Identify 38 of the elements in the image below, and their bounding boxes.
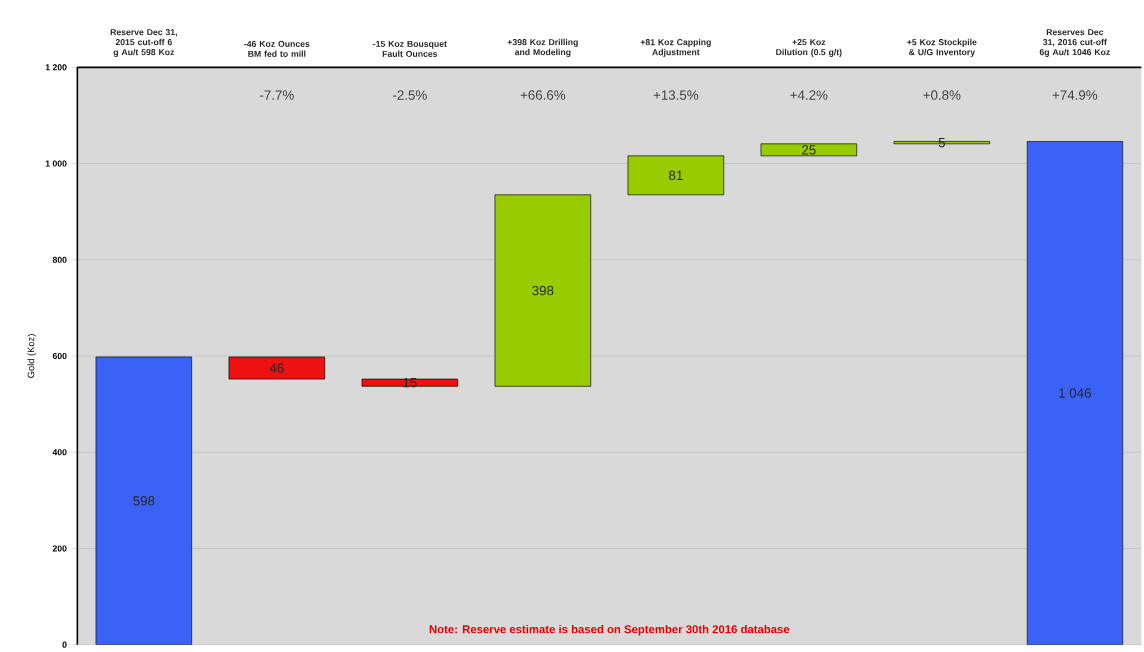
x-tick-label: Reserves Dec 31, 2016 cut-off 6g Au/t 1046 Koz — [1039, 29, 1110, 57]
annotation: +66.6% — [520, 90, 566, 100]
y-tick-label: 400 — [52, 449, 67, 456]
bar — [95, 356, 193, 645]
annotation: +74.9% — [1052, 90, 1098, 100]
x-tick-label: +5 Koz Stockpile & U/G Inventory — [907, 38, 977, 57]
y-tick-label: 600 — [52, 352, 67, 359]
x-tick-label: Reserve Dec 31, 2015 cut-off 6 g Au/t 598 Koz — [110, 28, 177, 57]
y-axis-title: Gold (Koz) — [27, 334, 37, 378]
data-label: 15 — [403, 377, 417, 388]
x-tick-label: -46 Koz Ounces BM fed to mill — [244, 40, 310, 57]
x-tick-label: -15 Koz Bousquet Fault Ounces — [373, 40, 447, 57]
y-tick-label: 200 — [52, 545, 67, 552]
bar — [494, 194, 592, 387]
annotation: +13.5% — [653, 90, 699, 100]
bar — [361, 378, 459, 387]
x-tick-label: +25 Koz Dilution (0.5 g/t) — [776, 38, 842, 57]
data-label: 398 — [532, 285, 554, 296]
data-label: 81 — [669, 170, 683, 180]
y-tick-label: 1 000 — [45, 160, 67, 167]
annotation: +0.8% — [923, 90, 961, 100]
data-label: 5 — [938, 137, 945, 148]
bar — [760, 143, 858, 157]
bar — [228, 356, 326, 380]
annotation: -7.7% — [260, 90, 294, 100]
bar — [627, 155, 725, 196]
x-tick-label: +398 Koz Drilling and Modeling — [507, 38, 578, 57]
x-tick-label: +81 Koz Capping Adjustment — [640, 38, 711, 57]
data-label: 25 — [802, 145, 816, 155]
data-label: 1 046 — [1059, 388, 1091, 398]
data-label: 46 — [269, 363, 284, 373]
y-tick-label: 800 — [52, 256, 67, 263]
annotation: -2.5% — [393, 90, 427, 100]
annotation: Note: Reserve estimate is based on September 30th 2016 database — [429, 624, 790, 636]
y-tick-label: 1 200 — [45, 64, 67, 71]
y-tick-label: 0 — [62, 641, 67, 648]
annotation: +4.2% — [790, 90, 828, 100]
data-label: 598 — [133, 496, 155, 506]
